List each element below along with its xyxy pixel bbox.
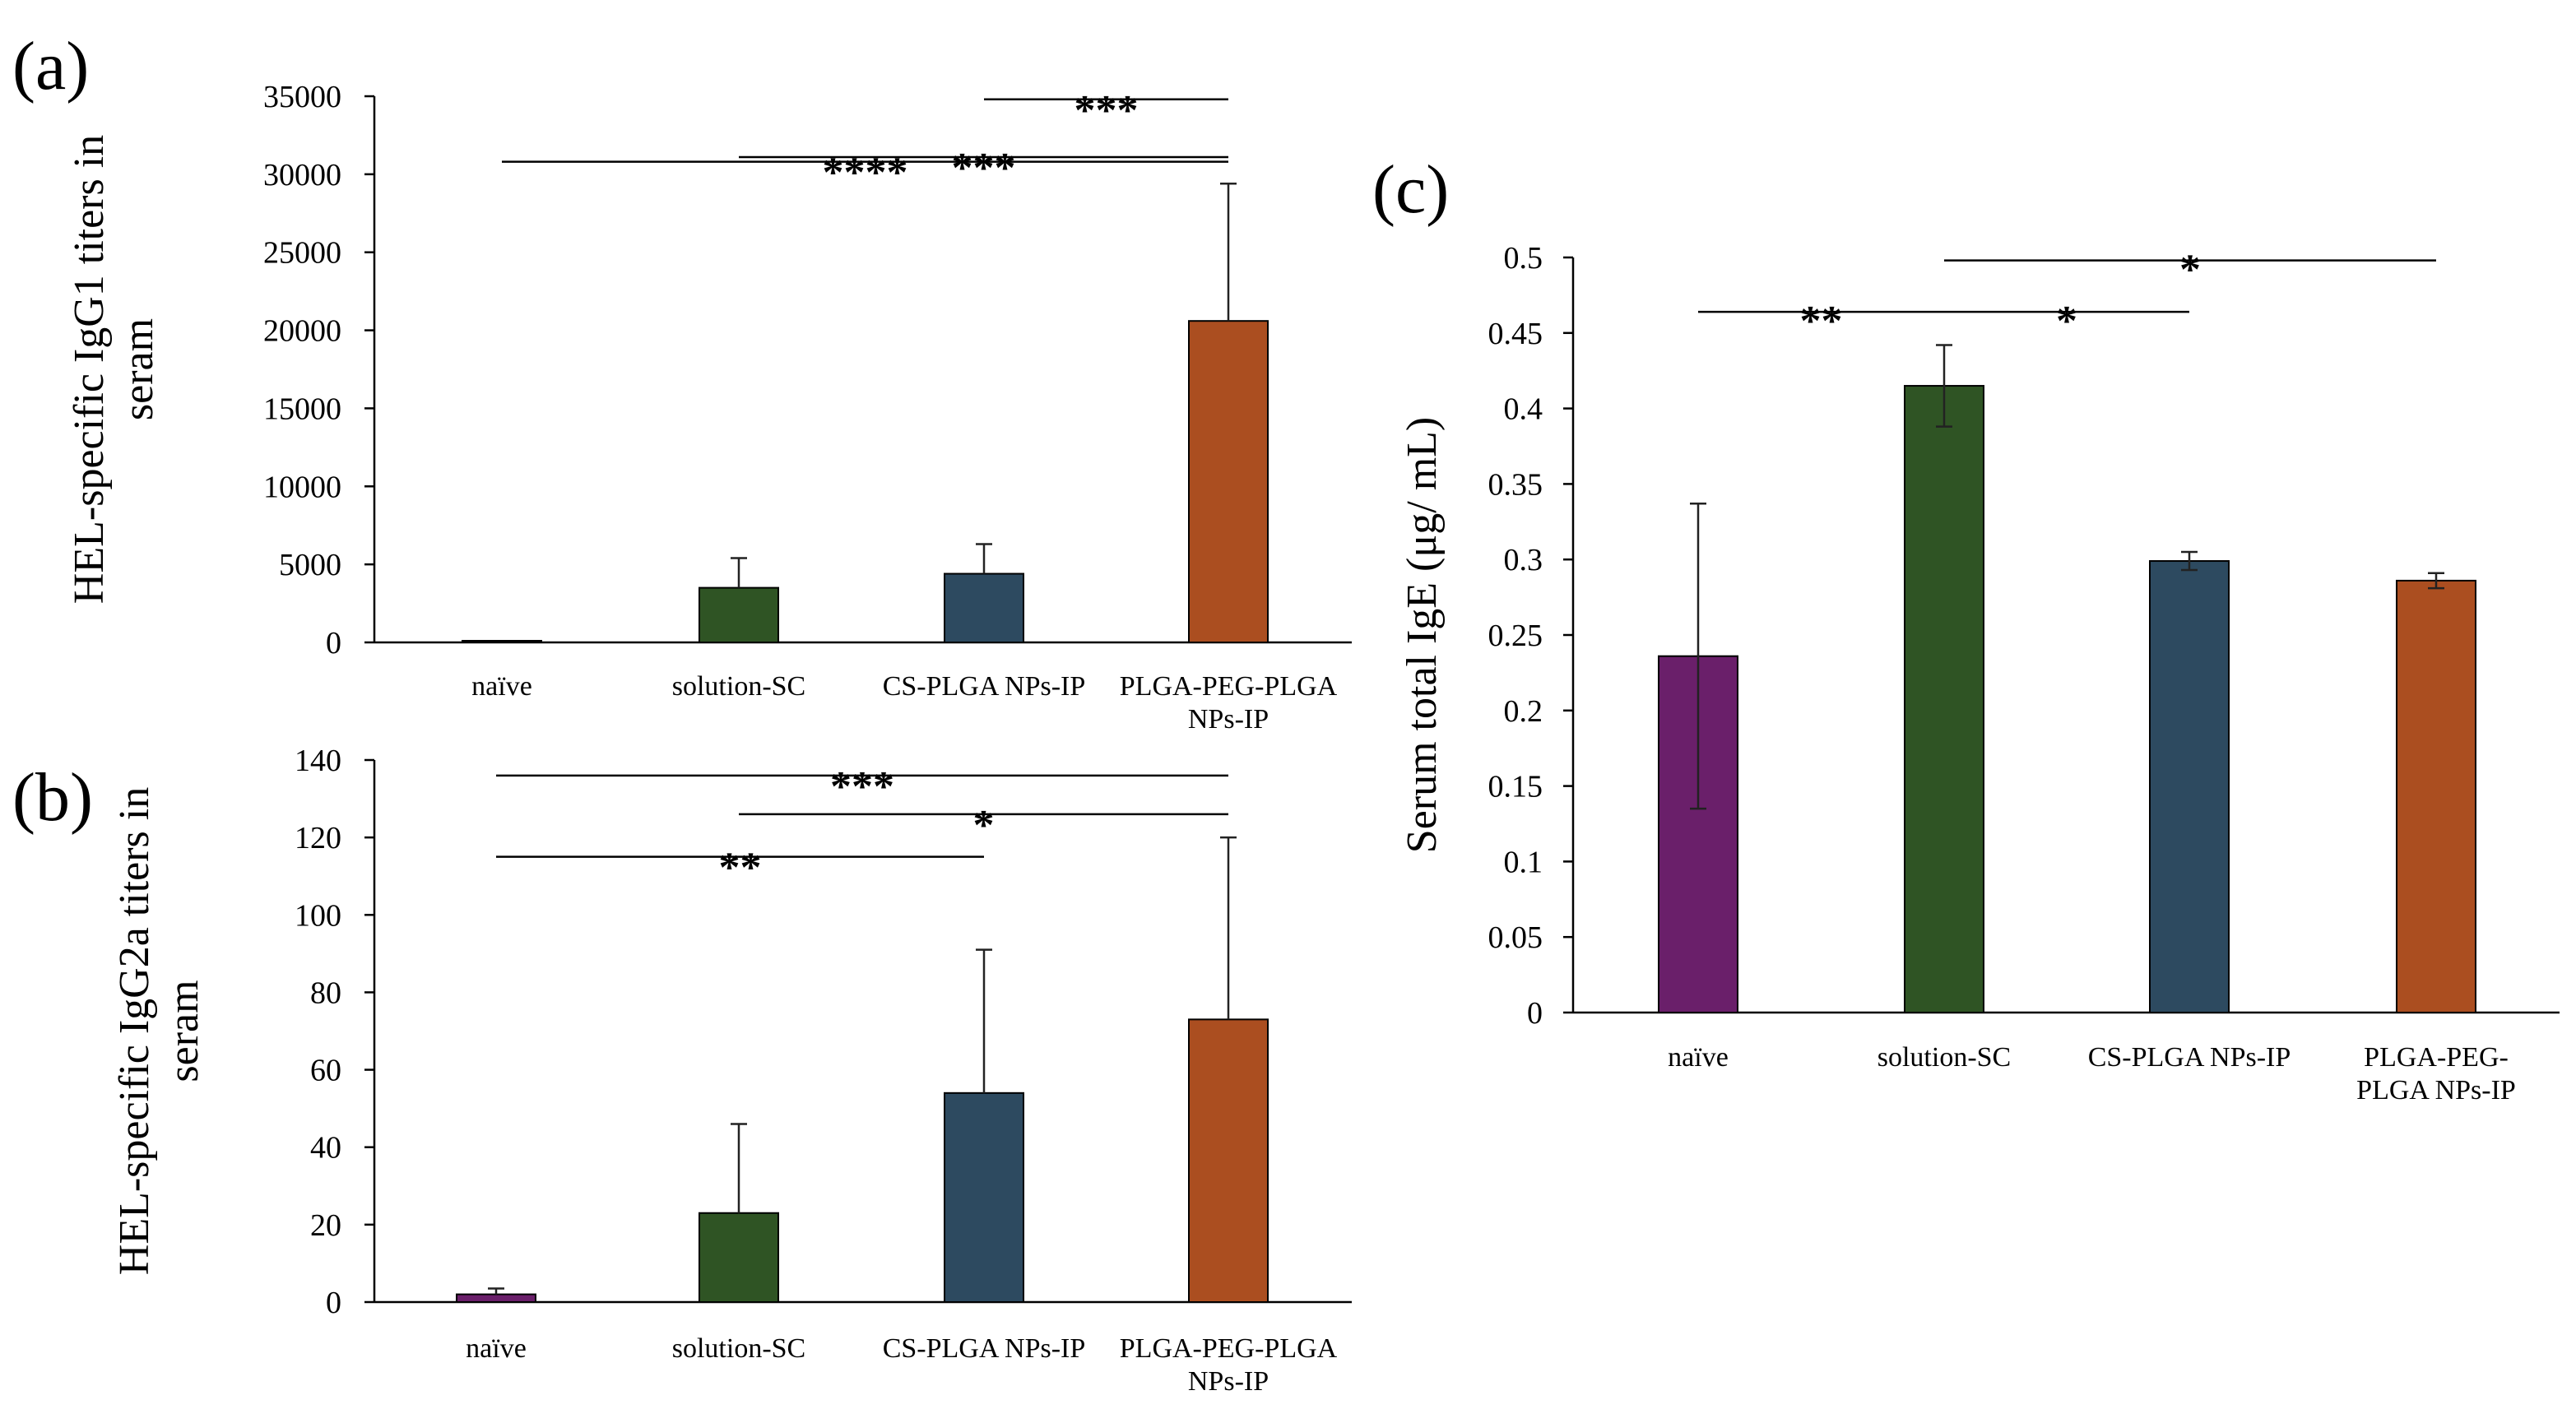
- y-tick-label: 0.15: [1488, 770, 1543, 804]
- y-axis-title: HEL-specific IgG1 titers in: [66, 135, 113, 604]
- bar[interactable]: [2396, 579, 2476, 1013]
- category-label: CS-PLGA NPs-IP: [883, 671, 1086, 702]
- y-tick-label: 0.5: [1504, 241, 1543, 276]
- bar[interactable]: [1904, 385, 1984, 1013]
- significance-label: ***: [1074, 87, 1139, 134]
- y-tick-label: 0.3: [1504, 543, 1543, 577]
- category-label: NPs-IP: [1188, 704, 1269, 735]
- category-label: PLGA-PEG-PLGA: [1120, 671, 1338, 702]
- y-tick-label: 0.2: [1504, 694, 1543, 729]
- y-tick-label: 0.25: [1488, 619, 1543, 653]
- y-tick-label: 20000: [263, 314, 341, 349]
- significance-label: *: [2056, 298, 2077, 345]
- bar[interactable]: [462, 640, 542, 643]
- category-label: CS-PLGA NPs-IP: [2088, 1042, 2291, 1073]
- y-tick-label: 0.1: [1504, 845, 1543, 879]
- y-tick-label: 40: [310, 1131, 341, 1166]
- y-tick-label: 35000: [263, 80, 341, 114]
- y-tick-label: 80: [310, 976, 341, 1010]
- y-tick-label: 0: [326, 1286, 341, 1320]
- y-tick-label: 0: [1527, 996, 1543, 1031]
- panel-c: (c) 0 0.05 0.1 0.15 0.2 0.25 0.3 0.35 0.4 0.45 0.5 S…: [1372, 151, 2560, 1105]
- category-label: naïve: [471, 671, 532, 702]
- bar[interactable]: [456, 1293, 536, 1303]
- category-label: PLGA NPs-IP: [2356, 1075, 2516, 1105]
- y-axis-title: seram: [160, 980, 207, 1082]
- y-axis-title: Serum total IgE (μg/ mL): [1399, 417, 1446, 853]
- y-tick-label: 0.4: [1504, 392, 1543, 427]
- bar[interactable]: [2149, 560, 2230, 1013]
- significance-label: *: [973, 802, 995, 849]
- y-axis-title: seram: [115, 318, 162, 420]
- y-tick-label: 0.05: [1488, 920, 1543, 955]
- panel-a: (a) 0 5000 10000 15000 20000 25000 30000 35000 HE…: [12, 28, 1352, 735]
- bar[interactable]: [1188, 320, 1269, 643]
- significance-label: ****: [823, 150, 908, 197]
- category-label: naïve: [466, 1333, 527, 1364]
- y-tick-label: 120: [295, 821, 341, 855]
- y-tick-label: 60: [310, 1054, 341, 1088]
- panel-label: (b): [12, 759, 93, 836]
- category-label: naïve: [1668, 1042, 1729, 1073]
- y-tick-label: 25000: [263, 236, 341, 271]
- y-tick-label: 100: [295, 898, 341, 933]
- panel-b: (b) 0 20 40 60 80 100 120 140 HEL-specific IgG2a …: [12, 744, 1352, 1397]
- category-label: solution-SC: [1877, 1042, 2011, 1073]
- category-label: NPs-IP: [1188, 1366, 1269, 1397]
- bar[interactable]: [944, 572, 1024, 643]
- bar[interactable]: [1188, 1018, 1269, 1303]
- y-tick-label: 140: [295, 744, 341, 778]
- y-tick-label: 30000: [263, 158, 341, 192]
- category-label: PLGA-PEG-PLGA: [1120, 1333, 1338, 1364]
- panel-label: (c): [1372, 151, 1449, 228]
- significance-label: *: [2179, 247, 2201, 294]
- bar[interactable]: [699, 1212, 779, 1303]
- bar[interactable]: [699, 586, 779, 643]
- y-tick-label: 10000: [263, 470, 341, 504]
- category-label: solution-SC: [672, 671, 805, 702]
- y-tick-label: 15000: [263, 392, 341, 426]
- y-axis-title: HEL-specific IgG2a titers in: [111, 787, 158, 1275]
- significance-label: **: [719, 845, 762, 892]
- y-tick-label: 0: [326, 626, 341, 660]
- bar[interactable]: [944, 1092, 1024, 1304]
- category-label: CS-PLGA NPs-IP: [883, 1333, 1086, 1364]
- significance-label: ***: [830, 763, 894, 810]
- panel-label: (a): [12, 28, 89, 104]
- y-tick-label: 20: [310, 1208, 341, 1243]
- significance-label: ***: [952, 145, 1016, 192]
- category-label: PLGA-PEG-: [2364, 1042, 2509, 1073]
- y-tick-label: 0.45: [1488, 317, 1543, 351]
- category-label: solution-SC: [672, 1333, 805, 1364]
- y-tick-label: 0.35: [1488, 467, 1543, 502]
- significance-label: **: [1800, 298, 1843, 345]
- y-tick-label: 5000: [279, 548, 341, 582]
